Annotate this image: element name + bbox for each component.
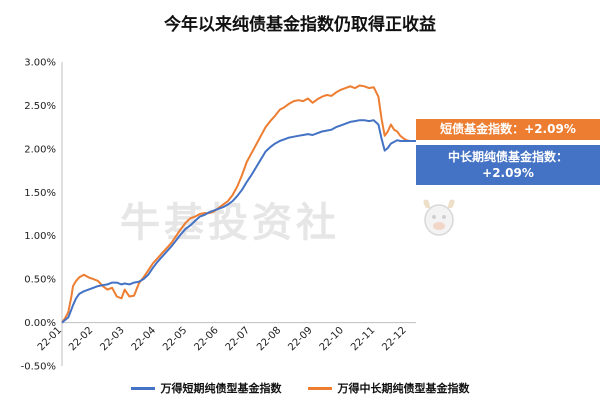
callout-short-text: 短债基金指数：+2.09%: [440, 122, 576, 136]
legend-label-mid: 万得中长期纯债型基金指数: [337, 382, 470, 395]
legend-item-mid: 万得中长期纯债型基金指数: [307, 380, 470, 396]
callout-mid-text: 中长期纯债基金指数：+2.09%: [447, 150, 568, 180]
x-tick-label: 22-10: [318, 325, 346, 353]
y-tick-label: 2.00%: [24, 144, 56, 155]
legend-swatch-mid: [307, 386, 332, 390]
y-tick-label: -0.50%: [21, 362, 56, 373]
x-tick-label: 22-11: [349, 325, 377, 353]
x-tick-label: 22-06: [192, 325, 220, 353]
y-tick-label: 3.00%: [24, 58, 56, 69]
chart-lines: [61, 84, 416, 324]
series-line-short: [61, 119, 416, 324]
y-tick-label: 1.00%: [24, 231, 56, 242]
x-tick-label: 22-07: [224, 325, 252, 353]
chart-title: 今年以来纯债基金指数仍取得正收益: [164, 15, 436, 35]
chart-legend: 万得短期纯债型基金指数 万得中长期纯债型基金指数: [0, 380, 600, 396]
x-tick-label: 22-05: [161, 325, 189, 353]
series-line-mid: [61, 84, 416, 324]
x-tick-label: 22-12: [380, 325, 408, 353]
callout-short-bond-index: 短债基金指数：+2.09%: [416, 119, 600, 140]
x-axis: 22-01 22-02 22-03 22-04 22-05 22-06 22-07 22-08…: [36, 322, 416, 353]
y-tick-label: 1.50%: [24, 188, 56, 199]
bull-mascot-icon: [423, 199, 455, 236]
x-tick-label: 22-01: [36, 325, 64, 353]
x-tick-label: 22-03: [98, 325, 126, 353]
y-axis: -0.50% 0.00% 0.50% 1.00% 1.50% 2.00% 2.50% 3.00…: [21, 58, 63, 373]
y-tick-label: 0.00%: [24, 318, 56, 329]
legend-label-short: 万得短期纯债型基金指数: [160, 382, 282, 395]
legend-swatch-short: [130, 386, 155, 390]
y-tick-label: 0.50%: [24, 275, 56, 286]
x-tick-label: 22-02: [67, 325, 95, 353]
watermark-text: 牛基投资社: [120, 200, 340, 246]
y-tick-label: 2.50%: [24, 101, 56, 112]
x-tick-label: 22-09: [286, 325, 314, 353]
legend-item-short: 万得短期纯债型基金指数: [130, 380, 282, 396]
callout-mid-long-bond-index: 中长期纯债基金指数：+2.09%: [416, 145, 600, 185]
x-tick-label: 22-04: [130, 325, 158, 353]
x-tick-label: 22-08: [255, 325, 283, 353]
